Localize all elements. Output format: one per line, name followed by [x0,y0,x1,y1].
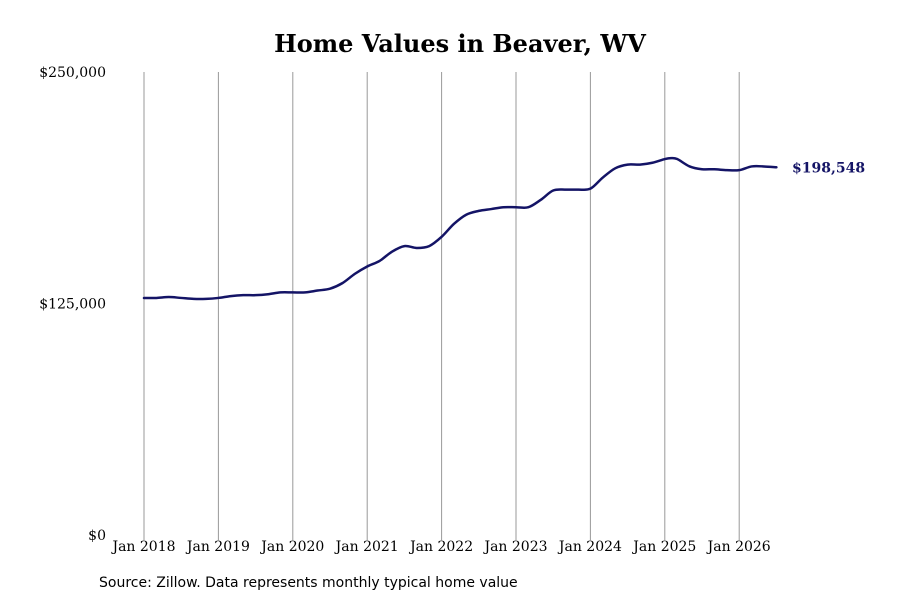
x-tick-label: Jan 2023 [482,539,547,555]
x-tick-label: Jan 2024 [557,539,622,555]
gridlines [143,72,740,540]
chart-title: Home Values in Beaver, WV [274,29,646,58]
y-axis: $0 $125,000 $250,000 [39,65,106,544]
source-note: Source: Zillow. Data represents monthly … [99,575,518,591]
x-tick-label: Jan 2018 [110,539,175,555]
x-tick-label: Jan 2025 [631,539,696,555]
x-axis: Jan 2018 Jan 2019 Jan 2020 Jan 2021 Jan 2022… [110,539,770,555]
y-tick-label: $250,000 [39,65,106,81]
x-tick-label: Jan 2022 [408,539,473,555]
x-tick-label: Jan 2021 [334,539,399,555]
x-tick-label: Jan 2020 [259,539,324,555]
end-value-label: $198,548 [792,160,865,176]
x-tick-label: Jan 2019 [185,539,250,555]
y-tick-label: $125,000 [39,297,106,313]
y-tick-label: $0 [88,528,106,544]
x-tick-label: Jan 2026 [706,539,771,555]
series-line-home-value [142,156,778,301]
